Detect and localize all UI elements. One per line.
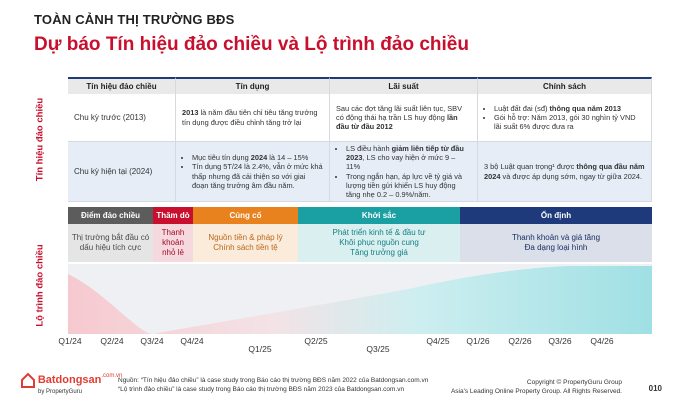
text-run: 2013 — [182, 108, 199, 118]
bullet: Mục tiêu tín dụng 2024 là 14 – 15% — [192, 153, 323, 162]
tagline: Asia's Leading Online Property Group. Al… — [450, 387, 622, 395]
phase-line: Thị trường bắt đầu có dấu hiệu tích cực — [71, 233, 150, 252]
table-cell: Mục tiêu tín dụng 2024 là 14 – 15%Tín dụ… — [176, 142, 330, 202]
phase-line: Khôi phục nguồn cung — [339, 238, 419, 247]
text-run: và được áp dụng sớm, ngay từ giữa 2024. — [500, 171, 643, 181]
timeline-label: Q3/24 — [140, 336, 164, 346]
phase-line: Thanh khoản và giá tăng — [511, 233, 601, 242]
phase-line: Phát triển kinh tế & đầu tư — [332, 228, 426, 237]
column-header: Lãi suất — [330, 77, 478, 94]
copyright-block: Copyright © PropertyGuru Group Asia's Le… — [451, 379, 622, 396]
timeline-label: Q2/24 — [100, 336, 124, 346]
area-shape — [68, 266, 652, 334]
phase-desc: Phát triển kinh tế & đầu tư Khôi phục ngu… — [298, 224, 460, 262]
bullet: Luật đất đai (sđ) thông qua năm 2013 — [494, 104, 645, 113]
copyright: Copyright © PropertyGuru Group — [526, 379, 622, 386]
brand: Batdongsan — [37, 373, 102, 386]
logo: Batdongsan.com.vn by PropertyGuru — [20, 372, 122, 397]
slide-title: Dự báo Tín hiệu đảo chiều và Lộ trình đả… — [34, 34, 469, 55]
text-run: thông qua đầu năm 2024 — [484, 162, 645, 181]
text-run: Sau các đợt tăng lãi suất liên tục, SBV … — [336, 103, 463, 122]
text-run: 2024 — [250, 153, 268, 163]
bullet: LS điều hành giảm liên tiếp từ đầu 2023,… — [346, 144, 471, 172]
timeline-label: Q4/25 — [426, 336, 450, 346]
timeline-label: Q1/25 — [248, 344, 272, 354]
text-run: , LS cho vay hiện ở mức 9 – 11% — [346, 153, 456, 172]
text-run: Mục tiêu tín dụng — [192, 153, 251, 163]
text-run: Gói hỗ trợ: Năm 2013, gói 30 nghìn tỷ VN… — [494, 112, 636, 132]
phase-line: Chính sách tiền tệ — [213, 243, 278, 252]
phase-desc: Thanh khoản nhỏ lẻ — [153, 224, 193, 262]
side-label: Tín hiệu đảo chiều — [34, 97, 46, 182]
text-run: Trong ngắn hạn, áp lực về tỷ giá và lượn… — [346, 171, 463, 199]
text-run: là 14 – 15% — [267, 153, 309, 163]
table-cell: 3 bộ Luật quan trọng¹ được thông qua đầu… — [478, 142, 652, 202]
text-run: giảm liên tiếp từ đầu 2023 — [346, 143, 464, 163]
table-cell: Sau các đợt tăng lãi suất liên tục, SBV … — [330, 94, 478, 142]
side-label: Lộ trình đảo chiều — [34, 244, 46, 327]
timeline-label: Q2/26 — [508, 336, 532, 346]
text-run: Tín dụng 5T/24 là 2.4%, vẫn ở mức khá th… — [192, 162, 323, 190]
bullet-list: Mục tiêu tín dụng 2024 là 14 – 15%Tín dụ… — [182, 153, 323, 190]
timeline-label: Q4/26 — [590, 336, 614, 346]
timeline-label: Q1/26 — [466, 336, 490, 346]
logo-icon — [21, 372, 35, 388]
timeline-label: Q3/25 — [366, 344, 390, 354]
phase-name: Khởi sắc — [298, 207, 460, 224]
table-cell: 2013 là năm đầu tiên chỉ tiêu tăng trưởn… — [176, 94, 330, 142]
text-run: thông qua năm 2013 — [549, 103, 621, 113]
timeline-label: Q4/24 — [180, 336, 204, 346]
bullet: Gói hỗ trợ: Năm 2013, gói 30 nghìn tỷ VN… — [494, 113, 645, 131]
column-header: Chính sách — [478, 77, 652, 94]
table-cell: LS điều hành giảm liên tiếp từ đầu 2023,… — [330, 142, 478, 202]
phase-line: Thanh khoản nhỏ lẻ — [161, 228, 185, 257]
source: Nguồn: “Tín hiệu đảo chiều” là case stud… — [118, 377, 429, 384]
text-run: là năm đầu tiên chỉ tiêu tăng trưởng tín… — [182, 108, 318, 127]
paragraph: 2013 là năm đầu tiên chỉ tiêu tăng trưởn… — [182, 108, 323, 126]
brand-domain: .com.vn — [101, 373, 123, 379]
phase-name: Củng cố — [193, 207, 298, 224]
bullet: Tín dụng 5T/24 là 2.4%, vẫn ở mức khá th… — [192, 162, 323, 190]
bullet-list: LS điều hành giảm liên tiếp từ đầu 2023,… — [336, 144, 471, 199]
text-run: lần đầu từ đầu 2012 — [336, 112, 458, 132]
phase-name: Điểm đảo chiều — [68, 207, 153, 224]
timeline-label: Q3/26 — [548, 336, 572, 346]
source: “Lộ trình đảo chiều” là case study trong… — [118, 385, 405, 393]
text-run: 3 bộ Luật quan trọng¹ được — [484, 162, 577, 172]
paragraph: 3 bộ Luật quan trọng¹ được thông qua đầu… — [484, 162, 645, 180]
column-header: Tín hiệu đảo chiều — [68, 77, 176, 94]
sources: Nguồn: “Tín hiệu đảo chiều” là case stud… — [118, 377, 428, 394]
timeline-label: Q2/25 — [304, 336, 328, 346]
column-header: Tín dụng — [176, 77, 330, 94]
text-run: LS điều hành — [346, 143, 392, 153]
brand-by: by PropertyGuru — [38, 389, 83, 395]
table-cell: Luật đất đai (sđ) thông qua năm 2013Gói … — [478, 94, 652, 142]
page-number: 010 — [648, 384, 662, 393]
phase-line: Đa dạng loại hình — [524, 243, 588, 252]
roadmap-area — [68, 264, 652, 334]
row-label: Chu kỳ hiện tại (2024) — [68, 142, 176, 202]
phase-name: Thăm dò — [153, 207, 193, 224]
bullet: Trong ngắn hạn, áp lực về tỷ giá và lượn… — [346, 172, 471, 200]
phase-line: Nguồn tiền & pháp lý — [208, 233, 283, 242]
timeline-label: Q1/24 — [58, 336, 82, 346]
phase-desc: Thanh khoản và giá tăng Đa dạng loại hình — [460, 224, 652, 262]
paragraph: Sau các đợt tăng lãi suất liên tục, SBV … — [336, 104, 471, 132]
kicker: TOÀN CẢNH THỊ TRƯỜNG BĐS — [34, 12, 235, 27]
bullet-list: Luật đất đai (sđ) thông qua năm 2013Gói … — [484, 104, 645, 132]
text-run: Luật đất đai (sđ) — [494, 103, 550, 113]
phase-desc: Thị trường bắt đầu có dấu hiệu tích cực — [68, 224, 153, 262]
row-label: Chu kỳ trước (2013) — [68, 94, 176, 142]
phase-name: Ổn định — [460, 207, 652, 224]
phase-desc: Nguồn tiền & pháp lý Chính sách tiền tệ — [193, 224, 298, 262]
phase-line: Tăng trưởng giá — [350, 248, 408, 257]
